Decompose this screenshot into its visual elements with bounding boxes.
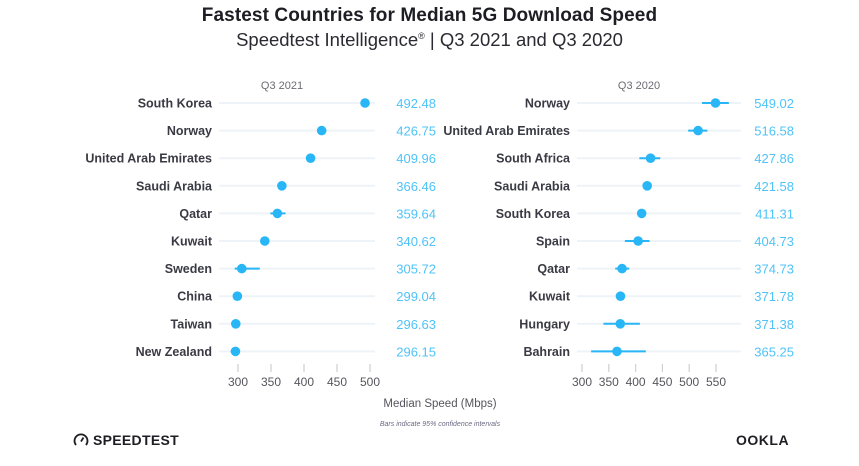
x-tick-label: 300 [572, 375, 592, 389]
value-label: 296.63 [396, 317, 436, 332]
value-label: 421.58 [754, 179, 794, 194]
country-label: Bahrain [523, 345, 570, 359]
value-label: 305.72 [396, 262, 436, 277]
country-label: Sweden [165, 262, 212, 276]
x-tick-label: 350 [261, 375, 281, 389]
panel-title: Q3 2020 [618, 80, 660, 92]
country-label: Saudi Arabia [136, 179, 213, 193]
data-point [693, 125, 703, 136]
value-label: 404.73 [754, 234, 794, 249]
speedtest-logo-text: SPEEDTEST [93, 432, 179, 448]
value-label: 409.96 [396, 151, 436, 166]
value-label: 411.31 [755, 206, 794, 221]
value-label: 371.78 [754, 289, 794, 304]
value-label: 492.48 [396, 96, 436, 111]
speedometer-icon [73, 433, 89, 446]
country-label: Hungary [519, 317, 570, 331]
data-point [230, 346, 241, 357]
data-point [260, 236, 270, 246]
data-point [633, 236, 643, 246]
value-label: 426.75 [396, 124, 436, 139]
country-label: Kuwait [529, 290, 571, 304]
data-point [277, 181, 287, 191]
data-point [316, 125, 327, 136]
country-label: Qatar [179, 207, 212, 221]
chart-title: Fastest Countries for Median 5G Download… [201, 5, 658, 26]
data-point [305, 153, 316, 163]
country-label: Qatar [537, 262, 570, 276]
data-point [612, 346, 622, 357]
confidence-note: Bars indicate 95% confidence intervals [380, 421, 501, 428]
data-point [645, 153, 656, 163]
x-tick-label: 400 [626, 375, 646, 389]
value-label: 371.38 [754, 317, 794, 332]
country-label: South Korea [138, 97, 213, 111]
data-point [272, 208, 283, 219]
data-point [232, 291, 243, 302]
data-point [636, 208, 647, 219]
country-label: United Arab Emirates [85, 152, 212, 166]
data-point [236, 263, 247, 274]
value-label: 549.02 [754, 96, 794, 111]
x-tick-label: 500 [679, 375, 699, 389]
data-point [710, 98, 721, 108]
value-label: 366.46 [396, 179, 436, 194]
x-tick-label: 350 [599, 375, 619, 389]
country-label: Norway [167, 124, 212, 138]
speedtest-logo: SPEEDTEST [73, 432, 179, 448]
value-label: 299.04 [396, 289, 436, 304]
x-tick-label: 450 [327, 375, 347, 389]
data-point [360, 98, 370, 108]
country-label: China [177, 290, 213, 304]
value-label: 359.64 [396, 206, 436, 221]
x-axis-label: Median Speed (Mbps) [383, 398, 496, 410]
data-point [617, 263, 627, 274]
x-tick-label: 400 [294, 375, 314, 389]
registered-mark: ® [418, 30, 425, 41]
data-point [230, 319, 241, 329]
country-label: New Zealand [136, 345, 212, 359]
ookla-logo: OOKLA [736, 432, 790, 448]
country-label: United Arab Emirates [443, 124, 570, 138]
chart-subtitle: Speedtest Intelligence® | Q3 2021 and Q3… [0, 29, 859, 51]
country-label: Taiwan [171, 317, 212, 331]
country-label: Spain [536, 235, 570, 249]
x-tick-label: 550 [706, 375, 726, 389]
subtitle-period: | Q3 2021 and Q3 2020 [424, 29, 623, 50]
country-label: Saudi Arabia [494, 179, 571, 193]
country-label: Norway [525, 97, 570, 111]
x-tick-label: 500 [360, 375, 380, 389]
value-label: 296.15 [396, 344, 436, 359]
subtitle-main: Speedtest Intelligence [236, 29, 419, 50]
value-label: 374.73 [754, 262, 794, 277]
value-label: 340.62 [396, 234, 436, 249]
value-label: 365.25 [754, 344, 794, 359]
x-tick-label: 450 [652, 375, 672, 389]
country-label: South Korea [496, 207, 571, 221]
data-point [615, 291, 626, 302]
panel-title: Q3 2021 [261, 80, 303, 92]
value-label: 427.86 [754, 151, 794, 166]
x-tick-label: 300 [228, 375, 248, 389]
data-point [642, 181, 652, 191]
country-label: South Africa [496, 152, 571, 166]
data-point [615, 319, 626, 329]
country-label: Kuwait [171, 235, 213, 249]
value-label: 516.58 [754, 124, 794, 139]
